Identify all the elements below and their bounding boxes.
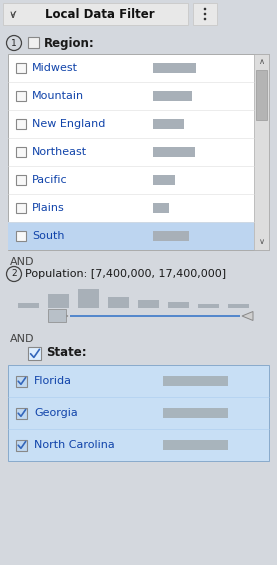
- Bar: [16, 147, 26, 157]
- Bar: [8, 222, 254, 250]
- Bar: [168, 302, 189, 308]
- Text: Mountain: Mountain: [32, 91, 84, 101]
- Bar: [153, 203, 169, 213]
- Text: Pacific: Pacific: [32, 175, 68, 185]
- Bar: [70, 315, 240, 317]
- Bar: [16, 376, 27, 386]
- Text: Region:: Region:: [44, 37, 95, 50]
- Bar: [153, 91, 192, 101]
- Bar: [256, 70, 267, 120]
- Text: ∧: ∧: [258, 58, 265, 67]
- Bar: [28, 37, 39, 48]
- Text: New England: New England: [32, 119, 105, 129]
- Bar: [16, 440, 27, 450]
- Text: ∨: ∨: [258, 237, 265, 246]
- Bar: [18, 303, 39, 308]
- Text: Population: [7,400,000, 17,400,000]: Population: [7,400,000, 17,400,000]: [25, 269, 226, 279]
- Circle shape: [204, 18, 206, 20]
- Polygon shape: [57, 311, 68, 320]
- Circle shape: [204, 12, 206, 15]
- Bar: [48, 294, 69, 308]
- Polygon shape: [242, 311, 253, 320]
- Bar: [138, 301, 159, 308]
- Bar: [163, 376, 228, 386]
- Text: Local Data Filter: Local Data Filter: [45, 7, 155, 20]
- Bar: [16, 63, 26, 73]
- Bar: [198, 303, 219, 308]
- Bar: [28, 347, 41, 360]
- Text: AND: AND: [10, 334, 35, 344]
- Bar: [16, 407, 27, 419]
- Bar: [153, 63, 196, 73]
- Bar: [8, 54, 269, 250]
- Bar: [228, 305, 249, 308]
- Bar: [16, 119, 26, 129]
- Bar: [163, 440, 228, 450]
- Bar: [16, 91, 26, 101]
- Text: Florida: Florida: [34, 376, 72, 386]
- Circle shape: [204, 8, 206, 10]
- Bar: [8, 365, 269, 461]
- Bar: [193, 3, 217, 25]
- Text: ✓: ✓: [10, 9, 18, 19]
- Bar: [16, 175, 26, 185]
- Text: ∨: ∨: [9, 10, 17, 20]
- Text: North Carolina: North Carolina: [34, 440, 115, 450]
- Text: Plains: Plains: [32, 203, 65, 213]
- Text: Georgia: Georgia: [34, 408, 78, 418]
- Text: Northeast: Northeast: [32, 147, 87, 157]
- Text: AND: AND: [10, 257, 35, 267]
- Bar: [78, 289, 99, 308]
- Bar: [16, 203, 26, 213]
- Text: South: South: [32, 231, 65, 241]
- Text: 1: 1: [11, 38, 17, 47]
- Bar: [48, 309, 66, 322]
- Bar: [153, 147, 195, 157]
- Bar: [153, 231, 189, 241]
- Text: Midwest: Midwest: [32, 63, 78, 73]
- Bar: [3, 3, 188, 25]
- Bar: [254, 54, 269, 250]
- Bar: [163, 408, 228, 418]
- Bar: [153, 175, 175, 185]
- Text: 2: 2: [11, 270, 17, 279]
- Bar: [16, 231, 26, 241]
- Bar: [108, 297, 129, 308]
- Text: State:: State:: [46, 346, 87, 359]
- Bar: [153, 119, 184, 129]
